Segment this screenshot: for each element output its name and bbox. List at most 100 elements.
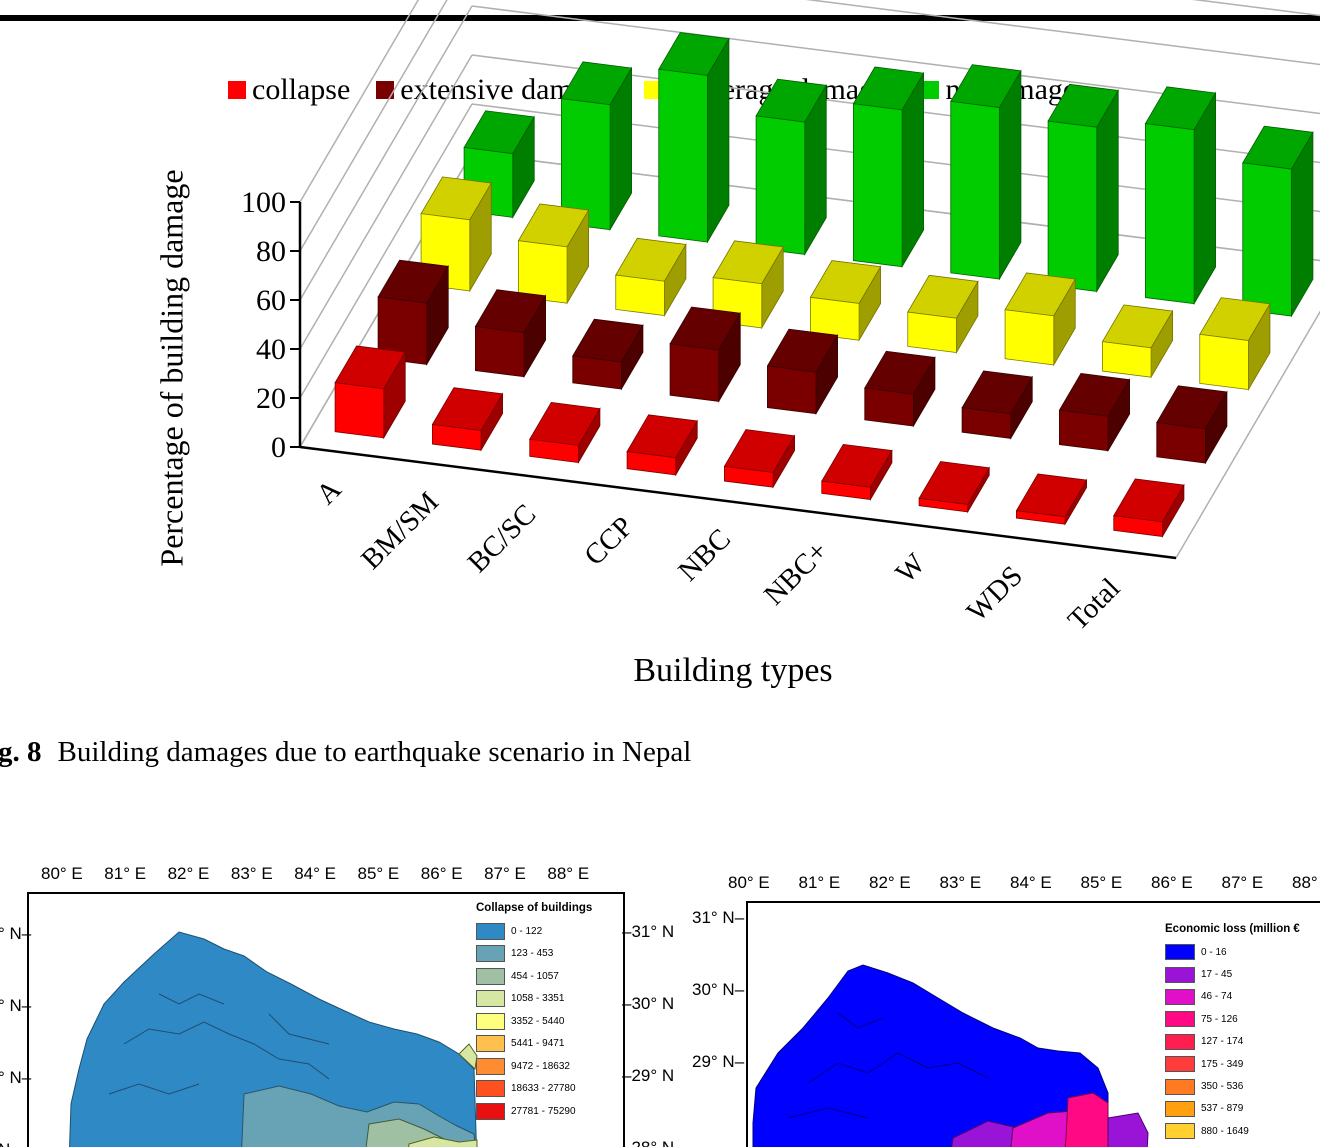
map-right-legend-swatch (1165, 1056, 1195, 1073)
bar-front (1113, 515, 1163, 537)
map-left-legend-label: 18633 - 27780 (511, 1083, 576, 1095)
bar-collapse-W (918, 461, 990, 514)
bar-front (1004, 309, 1055, 366)
legend-swatch-moderate (644, 81, 663, 99)
gridline-80 (805, 0, 1320, 66)
bar-front (377, 296, 428, 365)
map-left-legend-swatch (476, 1012, 505, 1030)
bar-front (1199, 333, 1249, 390)
gridline-side-100 (299, 0, 420, 203)
bar-extensive-damage-BMSM (474, 289, 547, 379)
map-left-lat-right-label: –30° N (622, 994, 675, 1013)
bar-moderage-damage-Total (1199, 297, 1271, 392)
bar-collapse-BMSM (431, 387, 504, 452)
bar-front (572, 355, 622, 390)
map-right-legend-row: 350 - 536 (1165, 1075, 1300, 1097)
x-tick-label-NBC: NBC (672, 523, 737, 588)
bar-front (1016, 510, 1066, 525)
x-tick-label-WDS: WDS (961, 560, 1029, 628)
map-left-legend-swatch (476, 1057, 505, 1075)
legend-swatch-extensive (376, 81, 395, 99)
y-tick-label-20: 20 (256, 382, 286, 415)
chart-y-axis-label: Percentage of building damage (153, 169, 190, 567)
figure-caption-label: g. 8 (0, 736, 42, 768)
bar-collapse-CCP (626, 414, 698, 477)
bar-collapse-NBC (723, 429, 796, 489)
map-left-lat-left-label: ° N– (0, 924, 32, 943)
bar-front (864, 387, 914, 427)
bar-front (767, 365, 817, 415)
map-left-legend-label: 454 - 1057 (511, 970, 559, 982)
bar-front (853, 103, 903, 268)
x-tick-label-NBC+: NBC+ (758, 535, 834, 611)
map-left-legend-label: 27781 - 75290 (511, 1105, 576, 1117)
bar-extensive-damage-NBC+ (864, 350, 936, 428)
x-tick-label-Total: Total (1062, 572, 1126, 636)
page-top-rule (0, 15, 1320, 21)
bar-front (432, 423, 482, 451)
x-tick-label-W: W (890, 547, 932, 589)
map-right-legend-row: 880 - 1649 (1165, 1120, 1300, 1142)
y-tick-label-0: 0 (271, 431, 286, 464)
map-right-legend-title: Economic loss (million € (1165, 923, 1300, 935)
bar-front (626, 451, 677, 476)
map-right-legend-swatch (1165, 1033, 1195, 1050)
map-left-lon-label: 83° E (230, 864, 273, 883)
x-tick-label-A: A (310, 473, 347, 510)
bar-front (907, 311, 957, 353)
map-right-legend-label: 0 - 16 (1201, 946, 1227, 958)
map-right-lat-left-label: 31° N– (692, 908, 745, 927)
bar-no-damage-NBC+ (950, 64, 1022, 281)
map-right-lon-label: 88° (1292, 873, 1318, 892)
map-left-legend-row: 3352 - 5440 (476, 1010, 592, 1033)
gridline-side-80 (299, 0, 448, 252)
map-right-lon-label: 81° E (798, 873, 841, 892)
map-left-lon-label: 81° E (104, 864, 147, 883)
map-left-lon-label: 87° E (484, 864, 526, 883)
map-right-legend-row: 537 - 879 (1165, 1098, 1300, 1120)
bar-extensive-damage-CCP (669, 306, 741, 403)
map-collapse-of-buildings: 80° E 81° E 82° E 83° E 84° E 85° E 86° E 87° E… (0, 858, 690, 1147)
bar-front (1059, 409, 1109, 452)
y-tick-label-80: 80 (256, 235, 286, 268)
y-tick-label-100: 100 (241, 186, 286, 219)
map-left-frame: Collapse of buildings 0 - 122 123 - 453 454… (27, 892, 625, 1147)
bar-extensive-damage-W (961, 370, 1033, 440)
map-left-lat-left-label: ° N– (0, 1068, 32, 1087)
damage-chart: 0 20 40 60 80 100 A BM/SM BC/SC CCP NBC NBC+ W WDS Tot… (241, 0, 1320, 637)
bar-extensive-damage-A (377, 259, 449, 366)
bar-front (658, 68, 708, 243)
map-left-lat-left-label: N– (0, 1140, 20, 1147)
map-left-legend-swatch (476, 922, 505, 940)
x-tick-label-CCP: CCP (578, 510, 639, 571)
bar-no-damage-BMSM (560, 61, 633, 232)
map-left-lon-label: 88° E (547, 864, 590, 883)
bar-front (1145, 123, 1195, 305)
bar-extensive-damage-BCSC (572, 318, 644, 391)
x-tick-label-BCSC: BC/SC (462, 498, 543, 579)
map-left-lat-right-label: –29° N (622, 1066, 675, 1085)
map-left-legend-swatch (476, 945, 505, 963)
x-axis-line (299, 445, 1177, 560)
map-right-legend-swatch (1165, 966, 1195, 983)
map-left-legend-label: 123 - 453 (511, 948, 554, 960)
map-left-legend-swatch (476, 990, 505, 1008)
map-left-legend-row: 9472 - 18632 (476, 1055, 592, 1078)
map-left-legend-title: Collapse of buildings (476, 902, 593, 914)
map-left-region-shape (69, 931, 478, 1147)
bar-front (810, 296, 860, 341)
map-left-lon-label: 80° E (41, 864, 83, 883)
map-right-legend-label: 46 - 74 (1201, 991, 1233, 1003)
legend-swatch-collapse (228, 81, 246, 99)
legend-label-collapse: collapse (252, 73, 351, 106)
map-right-legend-row: 127 - 174 (1165, 1031, 1300, 1053)
map-right-legend-label: 537 - 879 (1201, 1103, 1244, 1115)
map-left-legend-swatch (476, 1102, 505, 1120)
map-right-lon-label: 82° E (869, 873, 911, 892)
map-right-legend-label: 17 - 45 (1201, 969, 1233, 981)
map-right-legend-row: 75 - 126 (1165, 1008, 1300, 1030)
map-left-legend-row: 0 - 122 (476, 920, 592, 943)
bar-moderage-damage-W (1004, 272, 1076, 367)
bar-no-damage-CCP (755, 78, 827, 256)
map-left-legend-label: 3352 - 5440 (511, 1015, 565, 1027)
